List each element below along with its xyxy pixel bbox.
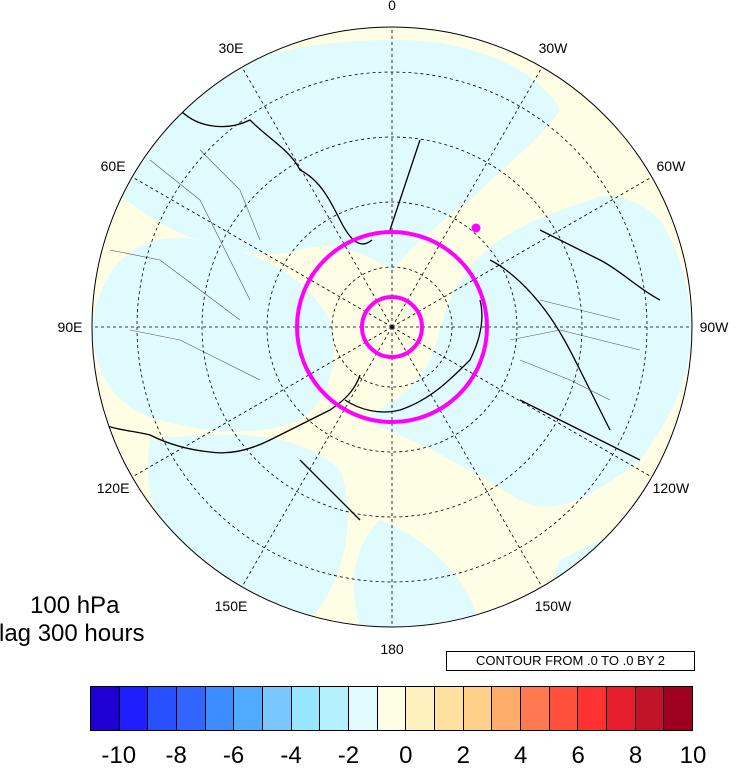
inner-contour-circle [360,295,424,359]
meridian-line [391,326,653,478]
longitude-label: 120W [653,480,690,496]
meridian-line [391,66,543,328]
outer-contour-circle [295,230,489,424]
meridian-line [241,326,393,588]
colorbar-box [492,687,522,730]
colorbar-box [607,687,636,730]
country-borders [109,149,641,401]
colorbar-label: 4 [514,742,528,769]
colorbar-box [291,687,321,730]
longitude-label: 180 [380,641,404,657]
latitude-circle [266,201,518,453]
colorbar-box [263,687,292,730]
longitude-label: 60W [657,158,687,174]
colorbar-box [664,687,693,730]
colorbar [90,686,693,731]
colorbar-label: 6 [571,742,585,769]
colorbar-label: -2 [337,742,360,769]
meridian-line [131,326,393,478]
colorbar-box [177,687,206,730]
latitude-circle [201,136,583,518]
colorbar-label: 8 [628,742,643,769]
longitude-label: 120E [97,480,130,496]
contour-info-box: CONTOUR FROM .0 TO .0 BY 2 [446,651,695,671]
colorbar-box [349,687,378,730]
longitude-label: 30W [539,40,569,56]
graticule [92,27,692,627]
colorbar-box [234,687,264,730]
meridian-line [391,176,653,328]
colorbar-box [435,687,464,730]
colorbar-box [406,687,436,730]
colorbar-box [377,687,407,730]
colorbar-box [119,687,149,730]
longitude-labels: 0 30W 60W 90W 120W 150W 180 150E 120E 90E 60E 30E [58,0,730,657]
pressure-level-title: 100 hPa [30,592,120,619]
colorbar-label: -6 [222,742,245,769]
meridian-line [131,176,393,328]
longitude-label: 150W [535,598,572,614]
colorbar-label: -8 [165,742,187,769]
colorbar-label: 2 [456,742,470,769]
colorbar-box [549,687,579,730]
lag-title: lag 300 hours [0,620,145,647]
map-boundary [91,26,693,628]
longitude-label: 30E [219,40,244,56]
colorbar-box [91,687,120,730]
colorbar-label: 0 [399,742,413,769]
meridian-line [241,66,393,328]
colorbar-label: -4 [280,742,302,769]
colorbar-box [205,687,235,730]
colorbar-box [521,687,550,730]
colorbar-box [463,687,493,730]
contour-circles [295,230,489,424]
colorbar-box [635,687,665,730]
colorbar-box [148,687,178,730]
colorbar-label: 10 [679,742,707,769]
meridian-line [391,326,543,588]
colorbar-box [320,687,350,730]
colorbar-label: -10 [101,742,137,769]
coastlines [94,109,661,521]
colorbar-box [578,687,608,730]
longitude-label: 90E [58,319,83,335]
longitude-label: 90W [700,319,730,335]
longitude-label: 60E [101,158,126,174]
longitude-label: 150E [215,598,248,614]
reference-point-marker [471,223,481,233]
longitude-label: 0 [388,0,396,13]
